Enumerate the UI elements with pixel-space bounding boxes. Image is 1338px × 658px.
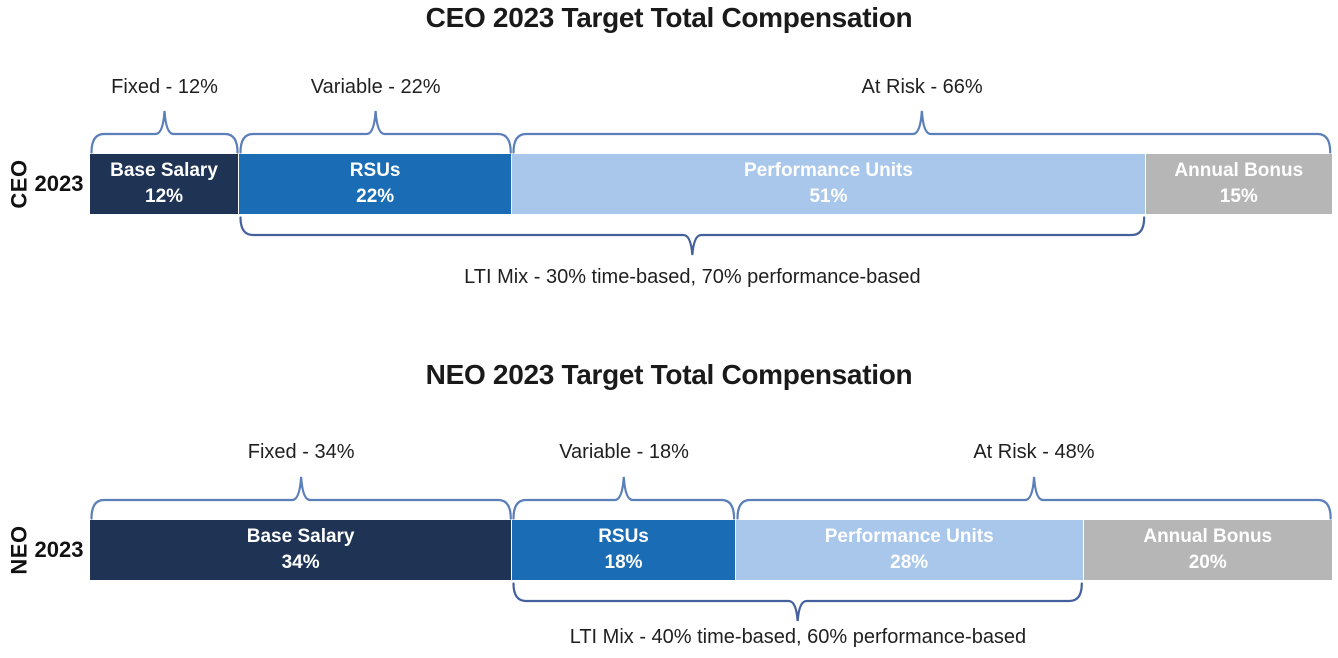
- segment-value: 12%: [145, 186, 184, 207]
- segment-name: Performance Units: [743, 160, 913, 181]
- axis-row-label: 2023: [34, 537, 84, 562]
- segment-value: 51%: [809, 186, 848, 207]
- top-bracket-brace-at-risk-48: [736, 476, 1332, 520]
- top-bracket-brace-fixed-34-path: [90, 476, 512, 520]
- segment-value: 20%: [1188, 552, 1227, 573]
- lti-mix-brace-path: [512, 582, 1084, 622]
- lti-mix-brace-path: [239, 216, 1146, 256]
- bar-segment-rsus: RSUs 22%: [239, 154, 513, 214]
- plot-area: Fixed - 34% Variable - 18% At Risk - 48% Ba…: [90, 345, 1332, 658]
- bracket-label-at-risk-66: At Risk - 66%: [861, 76, 983, 98]
- bar-segment-performance-units: Performance Units 51%: [512, 154, 1146, 214]
- segment-name: Performance Units: [824, 526, 994, 547]
- axis-row-label: 2023: [34, 171, 84, 196]
- top-bracket-brace-variable-22: [239, 110, 512, 154]
- segment-value: 22%: [356, 186, 395, 207]
- stacked-bar: Base Salary 12% RSUs 22% Performance Units 51…: [90, 154, 1332, 214]
- bar-segment-annual-bonus: Annual Bonus 15%: [1145, 154, 1332, 214]
- bar-segment-base-salary: Base Salary 34%: [90, 520, 513, 580]
- bracket-label-variable-18: Variable - 18%: [559, 441, 689, 463]
- top-bracket-brace-at-risk-66-path: [512, 110, 1332, 154]
- chart-ceo: CEO 2023 Target Total Compensation CEO 202…: [7, 0, 1332, 345]
- segment-name: Annual Bonus: [1174, 160, 1304, 181]
- lti-mix-brace: [239, 216, 1146, 256]
- lti-mix-label: LTI Mix - 40% time-based, 60% performanc…: [569, 626, 1027, 648]
- bar-segment-rsus: RSUs 18%: [512, 520, 736, 580]
- plot-area: Fixed - 12% Variable - 22% At Risk - 66% Ba…: [90, 0, 1332, 345]
- top-bracket-brace-fixed-34: [90, 476, 512, 520]
- segment-value: 28%: [890, 552, 929, 573]
- lti-mix-brace: [512, 582, 1084, 622]
- stacked-bar: Base Salary 34% RSUs 18% Performance Units 28…: [90, 520, 1332, 580]
- bar-segment-base-salary: Base Salary 12%: [90, 154, 240, 214]
- segment-name: RSUs: [349, 160, 401, 181]
- top-bracket-brace-at-risk-66: [512, 110, 1332, 154]
- segment-name: RSUs: [598, 526, 649, 547]
- bracket-label-at-risk-48: At Risk - 48%: [973, 441, 1095, 463]
- bracket-label-variable-22: Variable - 22%: [310, 76, 441, 98]
- bracket-label-fixed-12: Fixed - 12%: [111, 76, 218, 98]
- top-bracket-brace-fixed-12: [90, 110, 239, 154]
- top-bracket-brace-at-risk-48-path: [736, 476, 1332, 520]
- bar-segment-annual-bonus: Annual Bonus 20%: [1083, 520, 1332, 580]
- segment-value: 34%: [281, 552, 320, 573]
- lti-mix-label: LTI Mix - 30% time-based, 70% performanc…: [464, 266, 921, 288]
- bar-segment-performance-units: Performance Units 28%: [735, 520, 1084, 580]
- top-bracket-brace-variable-18: [512, 476, 736, 520]
- chart-title: NEO 2023 Target Total Compensation: [425, 359, 913, 390]
- segment-value: 18%: [604, 552, 643, 573]
- segment-value: 15%: [1219, 186, 1258, 207]
- segment-name: Annual Bonus: [1143, 526, 1273, 547]
- chart-title: CEO 2023 Target Total Compensation: [425, 2, 913, 33]
- top-bracket-brace-fixed-12-path: [90, 110, 239, 154]
- top-bracket-brace-variable-18-path: [512, 476, 736, 520]
- segment-name: Base Salary: [110, 160, 218, 181]
- top-bracket-brace-variable-22-path: [239, 110, 512, 154]
- segment-name: Base Salary: [246, 526, 355, 547]
- bracket-label-fixed-34: Fixed - 34%: [247, 441, 355, 463]
- chart-neo: NEO 2023 Target Total Compensation NEO 202…: [0, 345, 1338, 658]
